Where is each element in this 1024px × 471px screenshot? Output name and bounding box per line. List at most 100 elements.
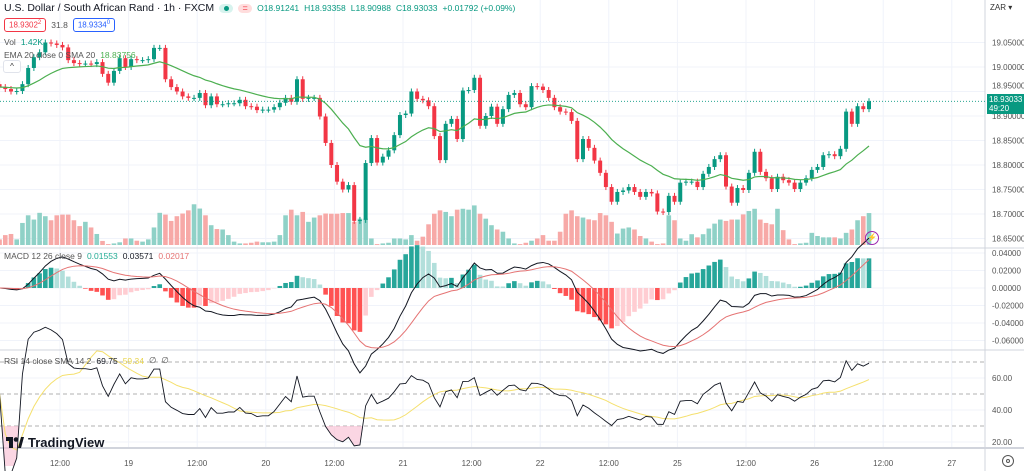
macd-histogram-bar (214, 288, 220, 303)
candle-body (289, 97, 294, 102)
volume-bar (0, 239, 2, 245)
candle-body (100, 62, 105, 74)
volume-legend[interactable]: Vol 1.42K (4, 37, 43, 47)
volume-bar (512, 243, 517, 245)
macd-histogram-bar (483, 279, 489, 288)
macd-histogram-bar (637, 288, 643, 309)
tradingview-logo-icon (6, 437, 24, 448)
candle-body (409, 91, 414, 114)
volume-bar (443, 211, 449, 245)
volume-bar (632, 229, 637, 245)
macd-histogram-bar (351, 288, 357, 331)
candle-body (312, 97, 317, 99)
candle-body (432, 106, 437, 137)
volume-bar (838, 238, 843, 245)
macd-histogram-bar (357, 288, 363, 332)
tradingview-logo[interactable]: TradingView (6, 435, 104, 450)
macd-histogram-bar (409, 246, 414, 288)
macd-histogram-bar (460, 274, 466, 288)
collapse-legend-button[interactable]: ^ (3, 60, 21, 73)
volume-bar (786, 239, 792, 245)
candle-body (523, 104, 528, 108)
time-tick-label: 22 (536, 459, 545, 468)
volume-bar (363, 218, 368, 245)
macd-histogram-bar (706, 265, 712, 288)
volume-bar (672, 220, 677, 245)
macd-hist-value: 0.01553 (86, 251, 118, 261)
candle-body (518, 92, 523, 105)
macd-histogram-bar (529, 282, 534, 288)
candle-body (643, 191, 648, 197)
volume-bar (266, 242, 271, 245)
currency-selector[interactable]: ZAR ▾ (990, 3, 1012, 12)
volume-bar (369, 238, 374, 245)
candle-body (174, 87, 179, 92)
volume-bar (191, 204, 197, 245)
time-tick-label: 25 (673, 459, 682, 468)
volume-bar (357, 218, 363, 245)
ohlc-low: L18.90988 (350, 3, 391, 13)
symbol-title[interactable]: U.S. Dollar / South African Rand · 1h · … (4, 2, 215, 14)
ema-legend[interactable]: EMA 20 close 0 SMA 20 18.83756 (4, 50, 136, 60)
macd-histogram-bar (414, 245, 420, 288)
candle-body (758, 151, 763, 172)
macd-histogram-bar (226, 288, 231, 299)
candle-body (169, 79, 174, 88)
candle-body (495, 106, 500, 124)
price-tick-label: 18.65000 (992, 235, 1024, 244)
macd-histogram-bar (311, 279, 317, 288)
volume-bar (340, 213, 346, 245)
volume-bar (477, 213, 483, 245)
macd-histogram-bar (83, 288, 88, 289)
volume-bar (843, 232, 849, 245)
macd-histogram-bar (798, 286, 803, 288)
buy-button[interactable]: 18.93340 (72, 18, 116, 32)
macd-histogram-bar (237, 288, 243, 294)
volume-bar (683, 240, 689, 245)
candle-body (832, 154, 837, 157)
volume-bar (380, 243, 386, 245)
macd-histogram-bar (191, 288, 197, 308)
volume-bar (437, 210, 443, 245)
settings-gear-icon[interactable] (1002, 455, 1014, 467)
candle-body (232, 103, 237, 105)
volume-bar (540, 235, 546, 245)
macd-histogram-bar (643, 288, 649, 304)
macd-histogram-bar (25, 283, 31, 288)
macd-histogram-bar (391, 269, 397, 288)
macd-histogram-bar (632, 288, 637, 312)
candle-body (706, 166, 711, 174)
macd-histogram-bar (186, 288, 191, 308)
lightning-icon[interactable]: ⚡ (865, 231, 879, 245)
equals-icon: = (238, 3, 253, 13)
candle-body (655, 193, 660, 212)
macd-signal-line (0, 259, 870, 349)
volume-bar (100, 240, 105, 245)
volume-bar (8, 233, 14, 245)
candle-body (226, 103, 231, 105)
macd-histogram-bar (563, 288, 569, 296)
rsi-value: 69.75 (96, 355, 118, 366)
macd-value: 0.03571 (122, 251, 154, 261)
rsi-legend[interactable]: RSI 14 close SMA 14 2 69.75 59.34 ∅ ∅ (4, 355, 169, 366)
macd-histogram-bar (620, 288, 626, 322)
macd-histogram-bar (220, 288, 225, 301)
volume-bar (620, 228, 626, 245)
volume-bar (758, 219, 763, 245)
macd-legend[interactable]: MACD 12 26 close 9 0.01553 0.03571 0.020… (4, 251, 189, 261)
candle-body (300, 79, 305, 99)
candle-body (49, 42, 54, 44)
macd-histogram-bar (117, 288, 122, 296)
volume-bar (391, 238, 397, 245)
volume-bar (626, 227, 632, 245)
rsi-tick-label: 40.00 (992, 406, 1013, 415)
volume-bar (128, 238, 134, 245)
sell-button[interactable]: 18.93022 (4, 18, 47, 32)
volume-bar (775, 208, 780, 245)
macd-histogram-bar (494, 286, 500, 288)
macd-histogram-bar (277, 285, 283, 288)
volume-bar (386, 242, 391, 245)
candle-body (575, 120, 580, 160)
volume-bar (420, 236, 426, 245)
